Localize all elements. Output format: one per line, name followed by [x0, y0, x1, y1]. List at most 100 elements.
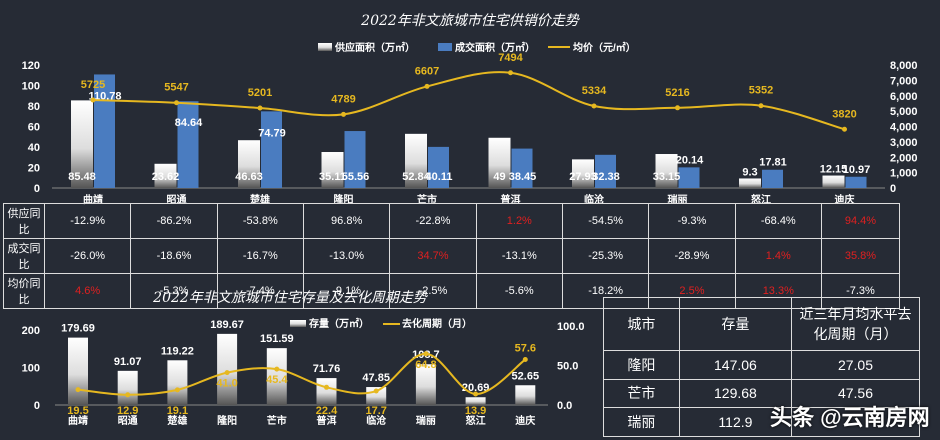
supply-label: 35.11 [319, 171, 346, 183]
table-cell: 27.05 [791, 350, 920, 380]
category-label: 芒市 [267, 414, 287, 427]
stock-label: 189.67 [210, 319, 244, 331]
cycle-point [224, 370, 230, 376]
table-cell: -53.8% [216, 203, 304, 239]
yoy-table: 供应同比 -12.9% -86.2% -53.8% 96.8% -22.8% 1.2% -54… [3, 203, 901, 309]
table-cell: 112.9 [678, 407, 793, 437]
deal-label: 32.38 [592, 171, 620, 183]
table-cell: -9.3% [648, 203, 736, 239]
table-cell: -26.0% [43, 238, 132, 274]
y2-tick: 4,000 [890, 122, 918, 134]
y2-tick: 0 [890, 183, 896, 195]
price-point [508, 70, 513, 76]
table-cell: 4.6% [43, 273, 132, 309]
stock-bar [515, 385, 536, 405]
table-row: 瑞丽 112.9 [603, 407, 920, 437]
y2-tick: 50.0 [557, 361, 578, 373]
chart1-title: 2022年非文旅城市住宅供销价走势 [360, 13, 581, 29]
y2-tick: 7,000 [890, 75, 918, 87]
y2-tick: 1,000 [890, 168, 918, 180]
category-label: 曲靖 [68, 414, 88, 427]
legend-deal: 成交面积（万㎡） [455, 41, 535, 54]
stock-label: 52.65 [512, 370, 540, 382]
row-label: 成交同比 [3, 238, 45, 274]
cycle-point [125, 392, 131, 398]
deal-bar [845, 176, 867, 188]
category-label: 普洱 [501, 193, 521, 206]
row-label: 供应同比 [3, 203, 45, 239]
cycle-point [274, 366, 280, 372]
cycle-point [75, 387, 81, 393]
cycle-point [324, 384, 329, 390]
price-point [842, 126, 847, 132]
table-cell: 隆阳 [603, 350, 680, 380]
table-cell: -13.1% [475, 238, 563, 274]
category-label: 瑞丽 [416, 414, 436, 427]
stock-bar [167, 360, 188, 405]
category-label: 曲靖 [83, 193, 103, 206]
stock-bar [217, 333, 238, 405]
table-cell: 35.8% [820, 238, 901, 274]
y-tick: 60 [28, 122, 40, 134]
cycle-label: 22.4 [316, 405, 338, 417]
price-point [675, 105, 680, 111]
deal-label: 20.14 [676, 154, 704, 166]
table-cell: -7.4% [216, 273, 304, 309]
deal-bar [428, 146, 449, 188]
table-row: 供应同比 -12.9% -86.2% -53.8% 96.8% -22.8% 1.2% -54… [3, 203, 901, 239]
deal-label: 10.97 [843, 164, 871, 176]
table-cell: -18.6% [130, 238, 218, 274]
table-row: 隆阳 147.06 27.05 [603, 350, 920, 380]
supply-bar [488, 137, 511, 188]
stock-label: 119.22 [161, 345, 194, 357]
header-cell: 近三年月均水平去化周期（月） [791, 297, 920, 351]
deal-bar [177, 101, 199, 188]
price-label: 5201 [248, 87, 272, 99]
category-label: 楚雄 [166, 414, 187, 427]
y-tick: 120 [22, 60, 40, 72]
category-label: 临沧 [584, 193, 604, 206]
y2-tick: 6,000 [890, 91, 918, 103]
stock-bar [415, 364, 436, 405]
price-point [90, 97, 96, 103]
y-tick: 20 [28, 163, 40, 175]
table-cell: -16.7% [216, 238, 304, 274]
category-label: 隆阳 [334, 193, 354, 206]
supply-label: 49 [493, 171, 505, 183]
y2-tick: 0.0 [557, 400, 572, 412]
supply-bar [572, 159, 594, 188]
category-label: 怒江 [751, 193, 771, 206]
cycle-point [423, 351, 429, 357]
y-tick: 0 [34, 400, 40, 412]
stock-bar [68, 337, 88, 405]
stock-label: 47.85 [362, 372, 390, 384]
stock-bar [465, 397, 486, 405]
watermark: 头条 @云南房网 [770, 405, 930, 430]
deal-bar [762, 169, 783, 188]
price-point [257, 105, 263, 111]
stock-bar [266, 348, 287, 405]
cycle-label: 64.8 [415, 359, 436, 371]
header-cell: 存量 [678, 297, 793, 351]
deal-bar [261, 111, 282, 188]
supply-label: 52.84 [402, 171, 430, 183]
price-line [92, 71, 845, 131]
deal-label: 17.81 [759, 157, 787, 169]
deal-bar [678, 167, 700, 188]
price-label: 6607 [415, 65, 439, 77]
price-label: 3820 [832, 108, 856, 120]
supply-label: 33.15 [653, 171, 681, 183]
table-cell: -22.8% [389, 203, 477, 239]
table-cell: -68.4% [734, 203, 822, 239]
deal-label: 55.56 [342, 171, 370, 183]
stock-bar [117, 370, 138, 405]
category-label: 芒市 [417, 193, 437, 206]
table-cell: -28.9% [648, 238, 736, 274]
cycle-point [174, 387, 180, 393]
y-tick: 0 [34, 183, 40, 195]
category-label: 临沧 [366, 414, 386, 427]
stock-bar [316, 378, 337, 405]
supply-label: 9.3 [742, 166, 757, 178]
cycle-label: 12.9 [117, 405, 138, 417]
stock-label: 91.07 [114, 356, 142, 368]
